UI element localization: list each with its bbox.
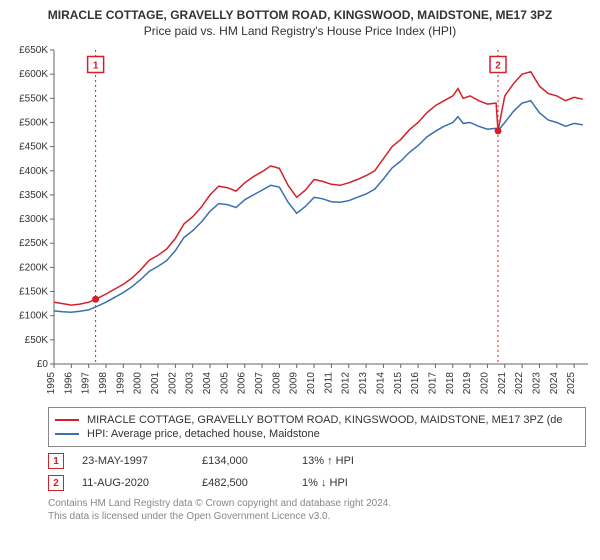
svg-text:1996: 1996	[63, 372, 74, 395]
svg-text:2004: 2004	[202, 372, 213, 395]
page-title: MIRACLE COTTAGE, GRAVELLY BOTTOM ROAD, K…	[8, 8, 592, 22]
svg-text:2024: 2024	[549, 372, 560, 395]
svg-text:£200K: £200K	[19, 262, 48, 273]
price-chart: £0 £50K £100K £150K £200K £250K £300K £350K £400…	[8, 44, 592, 399]
attribution: Contains HM Land Registry data © Crown c…	[48, 497, 586, 523]
sales-table: 1 23-MAY-1997£134,00013% ↑ HPI 2 11-AUG-202…	[48, 453, 586, 491]
legend-label: HPI: Average price, detached house, Maid…	[87, 428, 320, 440]
svg-text:1998: 1998	[98, 372, 109, 395]
svg-text:2017: 2017	[427, 372, 438, 395]
sale-date: 23-MAY-1997	[82, 455, 202, 467]
sale-badge: 2	[48, 475, 64, 491]
svg-text:2000: 2000	[133, 372, 144, 395]
svg-text:2002: 2002	[167, 372, 178, 395]
svg-text:£500K: £500K	[19, 117, 48, 128]
svg-text:2016: 2016	[410, 372, 421, 395]
legend: MIRACLE COTTAGE, GRAVELLY BOTTOM ROAD, K…	[48, 407, 586, 447]
svg-text:1997: 1997	[81, 372, 92, 395]
svg-text:2001: 2001	[150, 372, 161, 395]
svg-text:2005: 2005	[219, 372, 230, 395]
attribution-line: Contains HM Land Registry data © Crown c…	[48, 497, 586, 510]
svg-text:1999: 1999	[115, 372, 126, 395]
svg-text:2011: 2011	[323, 372, 334, 394]
svg-text:2014: 2014	[375, 372, 386, 395]
svg-text:2006: 2006	[237, 372, 248, 395]
svg-text:2025: 2025	[566, 372, 577, 395]
svg-text:2010: 2010	[306, 372, 317, 395]
svg-text:£600K: £600K	[19, 69, 48, 80]
svg-text:2022: 2022	[514, 372, 525, 395]
svg-text:2003: 2003	[185, 372, 196, 395]
svg-text:£0: £0	[37, 359, 49, 370]
svg-text:2: 2	[495, 60, 501, 71]
svg-text:2020: 2020	[479, 372, 490, 395]
svg-text:£400K: £400K	[19, 166, 48, 177]
svg-text:2009: 2009	[289, 372, 300, 395]
attribution-line: This data is licensed under the Open Gov…	[48, 510, 586, 523]
svg-text:2013: 2013	[358, 372, 369, 395]
sale-row: 2 11-AUG-2020£482,5001% ↓ HPI	[48, 475, 586, 491]
page-subtitle: Price paid vs. HM Land Registry's House …	[8, 24, 592, 38]
svg-text:1: 1	[93, 60, 99, 71]
sale-delta: 1% ↓ HPI	[302, 477, 422, 489]
svg-text:2018: 2018	[445, 372, 456, 395]
sale-row: 1 23-MAY-1997£134,00013% ↑ HPI	[48, 453, 586, 469]
svg-text:£550K: £550K	[19, 93, 48, 104]
sale-price: £134,000	[202, 455, 302, 467]
chart-svg: £0 £50K £100K £150K £200K £250K £300K £350K £400…	[8, 44, 592, 399]
svg-text:2021: 2021	[497, 372, 508, 395]
svg-text:£150K: £150K	[19, 287, 48, 298]
legend-row: HPI: Average price, detached house, Maid…	[55, 428, 579, 440]
sale-delta: 13% ↑ HPI	[302, 455, 422, 467]
sale-date: 11-AUG-2020	[82, 477, 202, 489]
legend-label: MIRACLE COTTAGE, GRAVELLY BOTTOM ROAD, K…	[87, 414, 563, 426]
svg-text:2008: 2008	[271, 372, 282, 395]
svg-text:£250K: £250K	[19, 238, 48, 249]
sale-price: £482,500	[202, 477, 302, 489]
svg-text:2012: 2012	[341, 372, 352, 395]
svg-text:2019: 2019	[462, 372, 473, 395]
svg-text:2007: 2007	[254, 372, 265, 395]
svg-text:£50K: £50K	[25, 335, 49, 346]
legend-swatch	[55, 419, 79, 421]
svg-text:£300K: £300K	[19, 214, 48, 225]
legend-row: MIRACLE COTTAGE, GRAVELLY BOTTOM ROAD, K…	[55, 414, 579, 426]
svg-text:2023: 2023	[531, 372, 542, 395]
svg-text:£650K: £650K	[19, 45, 48, 56]
svg-text:£100K: £100K	[19, 311, 48, 322]
svg-text:£450K: £450K	[19, 142, 48, 153]
svg-text:£350K: £350K	[19, 190, 48, 201]
svg-text:2015: 2015	[393, 372, 404, 395]
sale-badge: 1	[48, 453, 64, 469]
legend-swatch	[55, 433, 79, 435]
svg-text:1995: 1995	[46, 372, 57, 395]
